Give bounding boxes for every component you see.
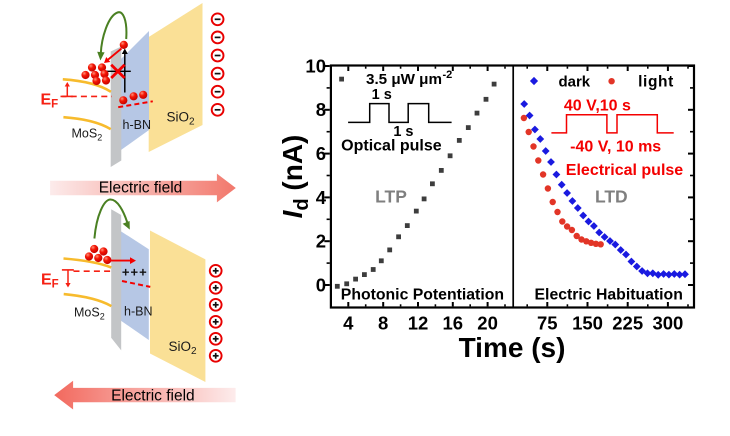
svg-text:12: 12 xyxy=(408,313,429,334)
svg-text:6: 6 xyxy=(316,143,326,164)
svg-text:-40 V, 10 ms: -40 V, 10 ms xyxy=(570,139,661,156)
svg-text:SiO2: SiO2 xyxy=(167,110,196,128)
svg-text:225: 225 xyxy=(612,313,643,334)
svg-text:10: 10 xyxy=(305,55,326,76)
svg-text:light: light xyxy=(638,73,674,90)
svg-text:Electric field: Electric field xyxy=(111,387,195,404)
svg-text:4: 4 xyxy=(316,187,327,208)
svg-text:Time (s): Time (s) xyxy=(459,332,566,363)
svg-text:MoS2: MoS2 xyxy=(74,306,105,322)
svg-text:-2: -2 xyxy=(443,69,453,81)
svg-text:3.5 μW μm: 3.5 μW μm xyxy=(366,71,442,88)
svg-text:LTD: LTD xyxy=(595,187,628,207)
svg-text:2: 2 xyxy=(316,231,326,252)
svg-text:LTP: LTP xyxy=(375,187,407,207)
svg-text:1 s: 1 s xyxy=(393,124,413,140)
svg-text:dark: dark xyxy=(558,73,590,90)
svg-text:20: 20 xyxy=(477,313,498,334)
svg-text:Electric field: Electric field xyxy=(99,180,183,197)
svg-text:300: 300 xyxy=(652,313,683,334)
svg-text:Id (nA): Id (nA) xyxy=(277,135,313,219)
svg-text:h-BN: h-BN xyxy=(124,305,152,319)
svg-text:16: 16 xyxy=(443,313,464,334)
svg-text:Electrical pulse: Electrical pulse xyxy=(566,162,683,179)
svg-text:+++: +++ xyxy=(122,265,148,280)
svg-text:0: 0 xyxy=(316,274,326,295)
svg-text:75: 75 xyxy=(537,313,558,334)
svg-text:8: 8 xyxy=(378,313,388,334)
svg-text:MoS2: MoS2 xyxy=(72,127,103,143)
svg-text:150: 150 xyxy=(572,313,603,334)
svg-text:8: 8 xyxy=(316,99,326,120)
svg-text:SiO2: SiO2 xyxy=(169,339,198,357)
svg-text:h-BN: h-BN xyxy=(123,118,151,132)
svg-text:Electric Habituation: Electric Habituation xyxy=(535,287,683,304)
svg-text:Optical pulse: Optical pulse xyxy=(341,138,442,155)
svg-text:40 V,10 s: 40 V,10 s xyxy=(564,98,631,115)
svg-text:1 s: 1 s xyxy=(372,87,392,103)
svg-text:Photonic Potentiation: Photonic Potentiation xyxy=(341,287,504,304)
svg-text:4: 4 xyxy=(343,313,354,334)
